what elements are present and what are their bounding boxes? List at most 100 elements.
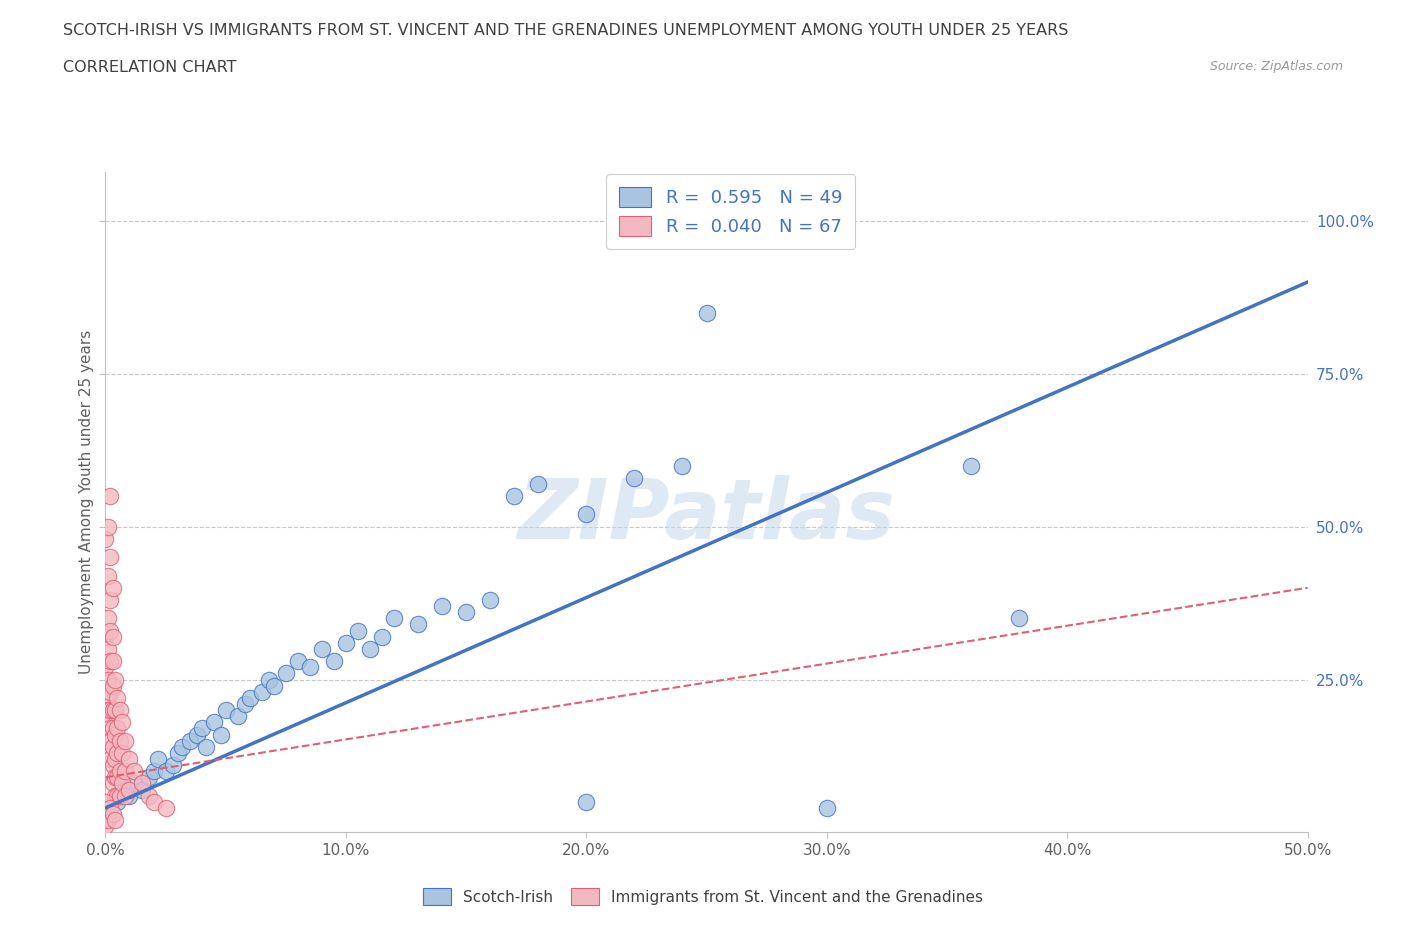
Point (108, 789, 131, 804)
Point (347, 623, 370, 638)
Point (101, 678, 124, 693)
Point (107, 770, 129, 785)
Point (97, 642, 120, 657)
Point (104, 703, 127, 718)
Point (111, 746, 134, 761)
Point (101, 739, 124, 754)
Point (298, 660, 321, 675)
Point (257, 672, 280, 687)
Point (166, 746, 188, 761)
Point (104, 813, 127, 828)
Point (815, 214, 838, 229)
Point (148, 751, 170, 766)
Point (97, 703, 120, 718)
Text: Source: ZipAtlas.com: Source: ZipAtlas.com (1209, 60, 1343, 73)
Point (104, 727, 127, 742)
Point (371, 630, 394, 644)
Point (311, 642, 333, 657)
Point (114, 789, 136, 804)
Point (671, 458, 693, 473)
Point (94, 818, 117, 833)
Point (406, 617, 429, 631)
Point (104, 751, 127, 766)
Point (527, 476, 550, 491)
Point (108, 733, 131, 748)
Point (114, 764, 136, 778)
Point (101, 806, 124, 821)
Point (114, 733, 136, 748)
Point (107, 690, 129, 705)
Point (359, 642, 381, 657)
Point (454, 604, 477, 619)
Point (322, 654, 344, 669)
Point (118, 782, 141, 797)
Point (696, 305, 718, 320)
Point (98, 654, 121, 669)
Point (97, 715, 120, 730)
Point (107, 746, 129, 761)
Point (107, 789, 129, 804)
Point (101, 721, 124, 736)
Point (94, 660, 117, 675)
Point (101, 630, 124, 644)
Point (101, 703, 124, 718)
Point (111, 715, 134, 730)
Point (94, 630, 117, 644)
Point (97, 690, 120, 705)
Point (239, 690, 262, 705)
Text: ZIPatlas: ZIPatlas (517, 475, 896, 556)
Point (101, 654, 124, 669)
Point (226, 709, 249, 724)
Point (98, 623, 121, 638)
Point (195, 739, 218, 754)
Point (131, 776, 153, 790)
Point (186, 727, 208, 742)
Point (98, 721, 121, 736)
Point (335, 635, 357, 650)
Point (118, 751, 141, 766)
Point (114, 782, 136, 797)
Point (98, 592, 121, 607)
Point (94, 813, 117, 828)
Point (111, 776, 134, 790)
Y-axis label: Unemployment Among Youth under 25 years: Unemployment Among Youth under 25 years (79, 330, 94, 674)
Point (503, 488, 526, 503)
Point (108, 764, 131, 778)
Point (118, 789, 141, 804)
Point (172, 739, 194, 754)
Legend: Scotch-Irish, Immigrants from St. Vincent and the Grenadines: Scotch-Irish, Immigrants from St. Vincen… (418, 883, 988, 911)
Point (250, 684, 273, 699)
Point (124, 776, 146, 790)
Point (1008, 611, 1031, 626)
Point (162, 758, 184, 773)
Point (575, 794, 598, 809)
Point (233, 697, 256, 711)
Point (179, 733, 201, 748)
Point (575, 507, 598, 522)
Point (430, 599, 453, 614)
Point (97, 813, 120, 828)
Point (94, 531, 117, 546)
Point (98, 801, 121, 816)
Point (98, 550, 121, 565)
Point (287, 654, 309, 669)
Point (98, 684, 121, 699)
Point (479, 592, 502, 607)
Point (101, 776, 124, 790)
Point (202, 715, 225, 730)
Point (382, 611, 405, 626)
Point (214, 703, 236, 718)
Point (131, 782, 153, 797)
Point (155, 801, 177, 816)
Point (97, 806, 120, 821)
Point (263, 678, 285, 693)
Point (142, 764, 165, 778)
Point (101, 580, 124, 595)
Point (98, 733, 121, 748)
Point (97, 672, 120, 687)
Point (209, 727, 232, 742)
Point (274, 666, 297, 681)
Point (155, 764, 177, 778)
Point (104, 672, 127, 687)
Point (107, 794, 129, 809)
